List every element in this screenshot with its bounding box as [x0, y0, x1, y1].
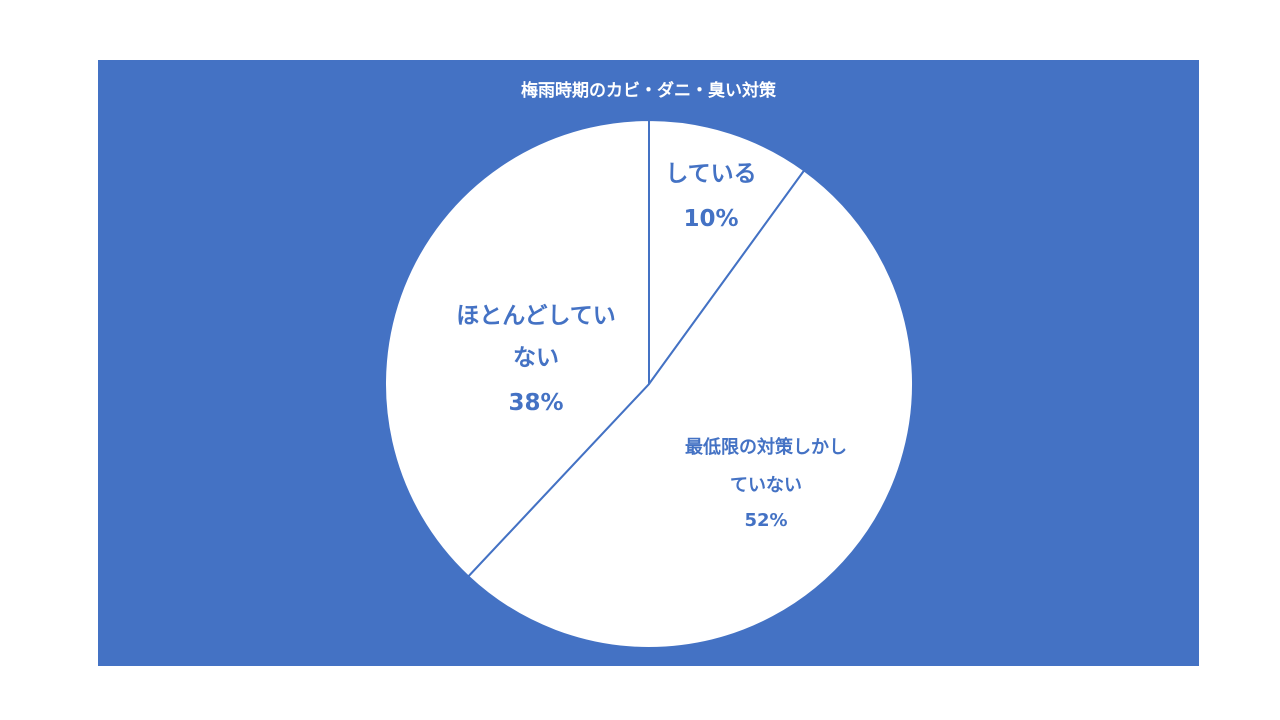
pie-slice-3	[384, 118, 650, 578]
slice-label-2-line-1: 最低限の対策しかし	[685, 436, 847, 458]
slice-value-1: 10%	[683, 206, 738, 232]
pie-slice-1	[648, 118, 806, 388]
slice-label-2-line-2: ていない	[730, 475, 802, 496]
slice-value-3: 38%	[508, 390, 563, 416]
slice-value-2: 52%	[744, 510, 787, 531]
slice-label-3-line-1: ほとんどしてい	[456, 303, 616, 329]
pie-slices	[384, 118, 914, 649]
pie-slice-2	[466, 169, 914, 649]
chart-title: 梅雨時期のカビ・ダニ・臭い対策	[521, 81, 776, 101]
chart-panel: している 10% 最低限の対策しかし ていない 52% ほとんどしてい ない 38% 梅雨時期…	[98, 60, 1199, 666]
slice-label-3-line-2: ない	[513, 345, 559, 371]
slice-label-1: している	[665, 161, 756, 187]
